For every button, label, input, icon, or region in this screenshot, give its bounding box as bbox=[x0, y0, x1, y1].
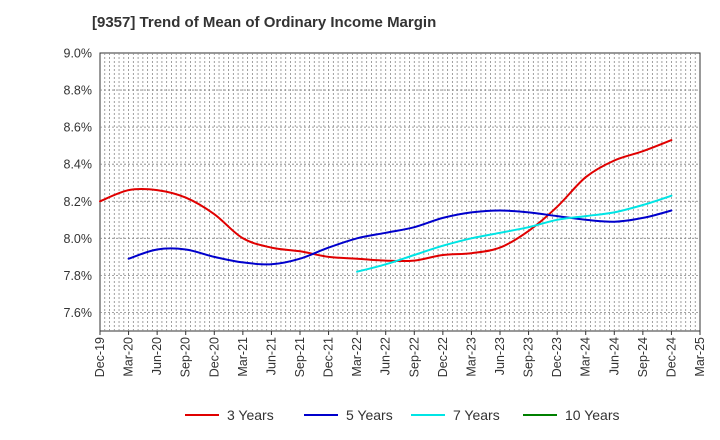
legend-item-3-years: 3 Years bbox=[185, 404, 274, 426]
legend-label: 5 Years bbox=[346, 407, 393, 423]
series-line-5-years bbox=[127, 209, 673, 266]
chart-title: [9357] Trend of Mean of Ordinary Income … bbox=[92, 14, 437, 31]
x-tick-label: Sep-24 bbox=[636, 337, 650, 377]
series-line-7-years bbox=[356, 194, 673, 273]
x-tick-label: Jun-23 bbox=[493, 337, 507, 375]
x-tick-label: Dec-24 bbox=[664, 337, 678, 377]
legend-item-5-years: 5 Years bbox=[304, 404, 393, 426]
y-tick-label: 8.4% bbox=[64, 158, 93, 172]
x-tick-label: Dec-22 bbox=[436, 337, 450, 377]
x-tick-label: Jun-21 bbox=[264, 337, 278, 375]
legend-swatch bbox=[411, 414, 445, 416]
legend-label: 3 Years bbox=[227, 407, 274, 423]
series-layer bbox=[99, 139, 673, 273]
x-tick-label: Sep-21 bbox=[293, 337, 307, 377]
x-tick-label: Dec-20 bbox=[207, 337, 221, 377]
y-tick-label: 8.0% bbox=[64, 232, 93, 246]
y-tick-label: 9.0% bbox=[64, 47, 93, 61]
axis-layer: 7.6% 7.8% 8.0% 8.2% 8.4% 8.6% 8.8% 9.0% Dec-19 Ma… bbox=[64, 47, 708, 378]
x-tick-label: Mar-22 bbox=[350, 337, 364, 377]
y-tick-label: 8.6% bbox=[64, 121, 93, 135]
legend-item-7-years: 7 Years bbox=[411, 404, 500, 426]
x-tick-label: Sep-22 bbox=[407, 337, 421, 377]
x-tick-label: Jun-24 bbox=[607, 337, 621, 375]
x-tick-label: Mar-24 bbox=[579, 337, 593, 377]
legend-label: 7 Years bbox=[453, 407, 500, 423]
legend-label: 10 Years bbox=[565, 407, 620, 423]
x-tick-label: Dec-21 bbox=[322, 337, 336, 377]
legend-swatch bbox=[523, 414, 557, 416]
series-line-3-years bbox=[99, 139, 673, 263]
y-tick-label: 8.8% bbox=[64, 84, 93, 98]
y-tick-label: 8.2% bbox=[64, 195, 93, 209]
x-tick-label: Jun-22 bbox=[379, 337, 393, 375]
legend-item-10-years: 10 Years bbox=[523, 404, 620, 426]
x-tick-label: Mar-21 bbox=[236, 337, 250, 377]
x-tick-label: Mar-20 bbox=[122, 337, 136, 377]
x-tick-label: Mar-23 bbox=[464, 337, 478, 377]
x-tick-label: Dec-23 bbox=[550, 337, 564, 377]
y-tick-label: 7.6% bbox=[64, 306, 93, 320]
legend: 3 Years 5 Years 7 Years 10 Years bbox=[0, 404, 720, 426]
x-tick-label: Jun-20 bbox=[150, 337, 164, 375]
legend-swatch bbox=[304, 414, 338, 416]
y-tick-label: 7.8% bbox=[64, 269, 93, 283]
x-tick-label: Dec-19 bbox=[93, 337, 107, 377]
legend-swatch bbox=[185, 414, 219, 416]
x-tick-label: Sep-20 bbox=[179, 337, 193, 377]
x-tick-label: Sep-23 bbox=[522, 337, 536, 377]
x-tick-label: Mar-25 bbox=[693, 337, 707, 377]
grid-layer bbox=[99, 52, 701, 332]
